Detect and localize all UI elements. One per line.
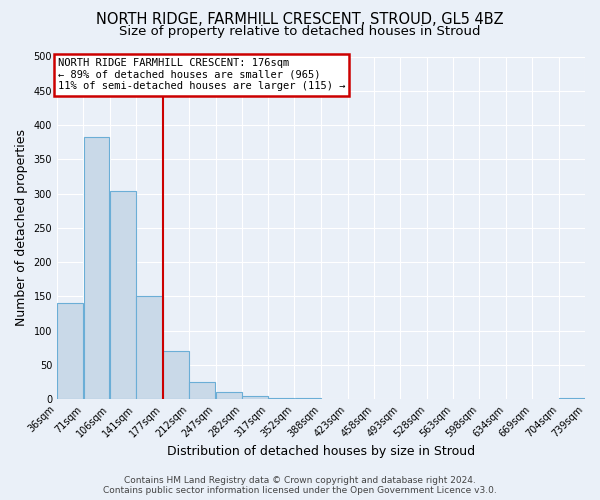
X-axis label: Distribution of detached houses by size in Stroud: Distribution of detached houses by size … xyxy=(167,444,475,458)
Bar xyxy=(295,398,321,399)
Y-axis label: Number of detached properties: Number of detached properties xyxy=(15,130,28,326)
Bar xyxy=(559,398,585,399)
Bar xyxy=(163,351,189,399)
Text: NORTH RIDGE, FARMHILL CRESCENT, STROUD, GL5 4BZ: NORTH RIDGE, FARMHILL CRESCENT, STROUD, … xyxy=(96,12,504,28)
Bar xyxy=(215,392,242,399)
Text: NORTH RIDGE FARMHILL CRESCENT: 176sqm
← 89% of detached houses are smaller (965): NORTH RIDGE FARMHILL CRESCENT: 176sqm ← … xyxy=(58,58,345,92)
Bar xyxy=(57,303,83,399)
Bar xyxy=(190,382,215,399)
Bar xyxy=(83,136,109,399)
Text: Size of property relative to detached houses in Stroud: Size of property relative to detached ho… xyxy=(119,25,481,38)
Bar xyxy=(268,398,294,399)
Bar xyxy=(136,296,163,399)
Text: Contains HM Land Registry data © Crown copyright and database right 2024.
Contai: Contains HM Land Registry data © Crown c… xyxy=(103,476,497,495)
Bar xyxy=(110,191,136,399)
Bar xyxy=(242,396,268,399)
